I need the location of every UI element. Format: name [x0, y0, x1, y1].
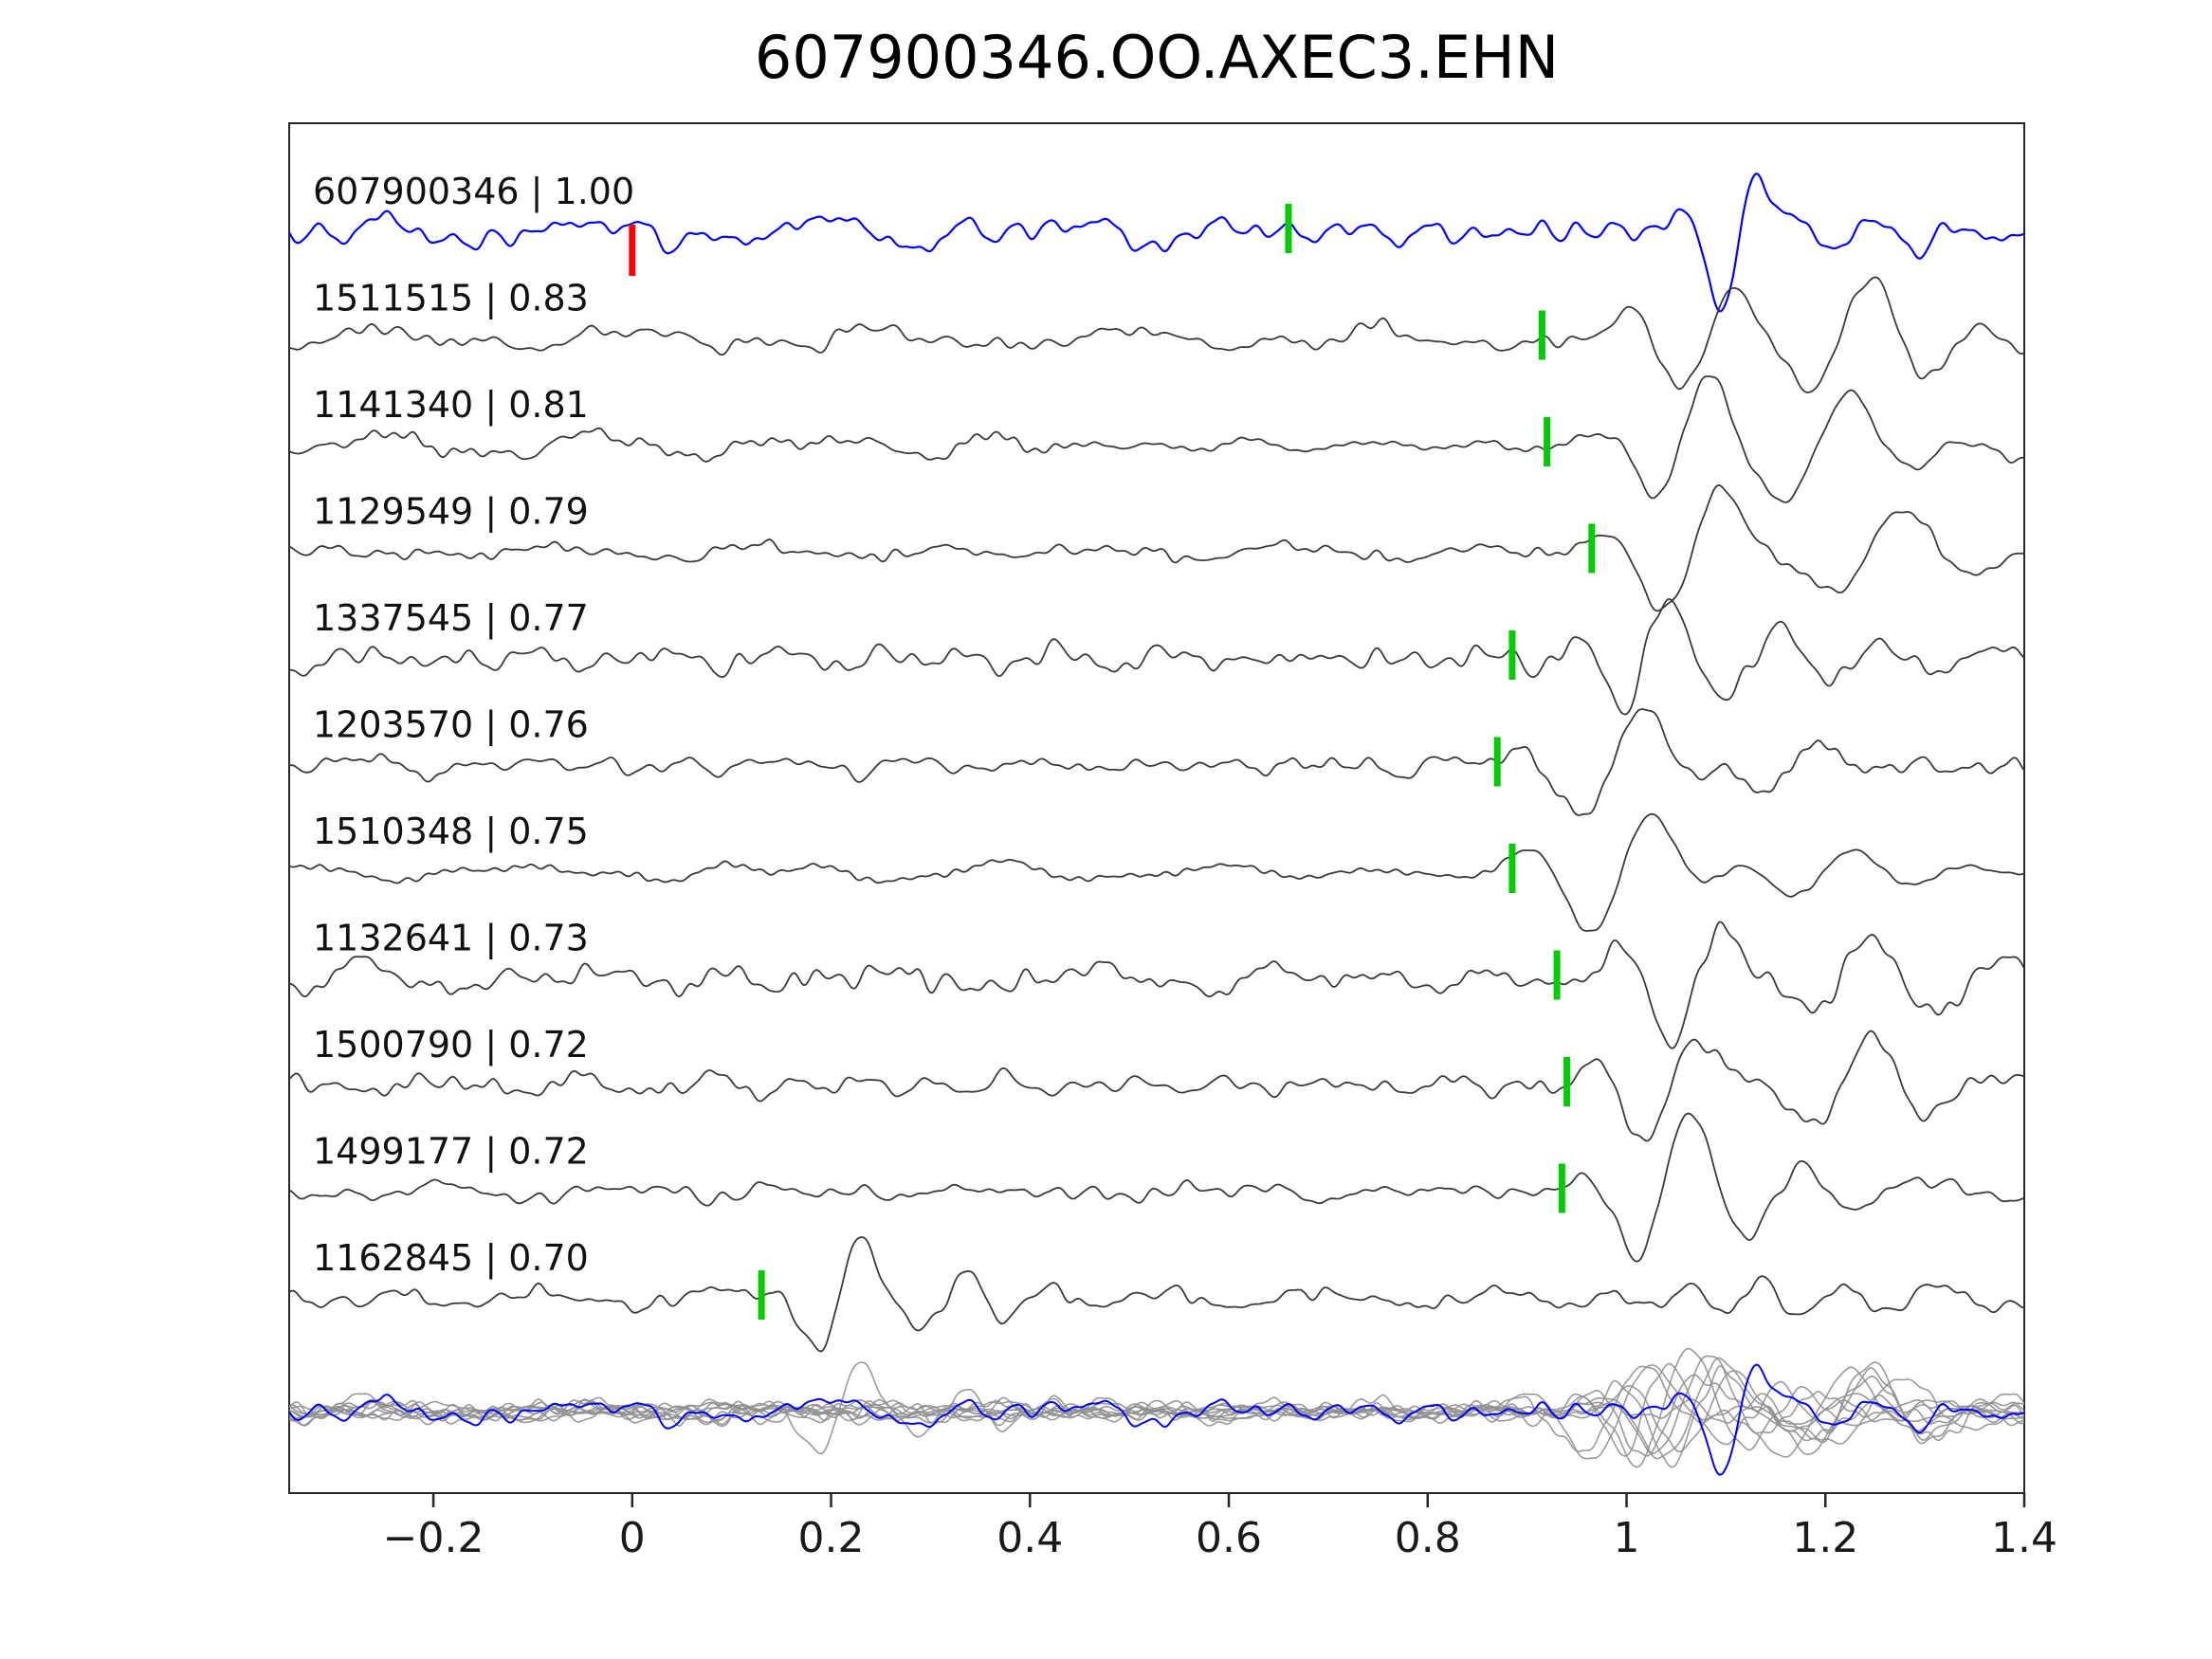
trace-label-1162845: 1162845 | 0.70 [313, 1237, 589, 1280]
trace-row-1500790: 1500790 | 0.72 [289, 1024, 2024, 1142]
waveform-1500790 [289, 1030, 2024, 1142]
pick-marker-1129549 [1588, 523, 1596, 574]
waveform-607900346 [289, 172, 2024, 313]
overlay-waveform-template [289, 1363, 2024, 1476]
pick-marker-1203570 [1493, 737, 1501, 787]
trace-label-1500790: 1500790 | 0.72 [313, 1024, 589, 1066]
pick-marker-607900346 [1285, 204, 1292, 253]
pick-marker-1500790 [1563, 1057, 1571, 1106]
trace-row-1162845: 1162845 | 0.70 [289, 1236, 2024, 1353]
pick-marker-1499177 [1558, 1163, 1565, 1213]
trace-label-1499177: 1499177 | 0.72 [313, 1131, 589, 1174]
x-tick-label: −0.2 [383, 1514, 484, 1562]
pick-marker-1141340 [1544, 417, 1551, 466]
pick-marker-1511515 [1538, 310, 1545, 360]
waveform-1337545 [289, 597, 2024, 716]
x-tick-label: 0.2 [798, 1514, 865, 1562]
template-origin-marker [629, 225, 636, 276]
trace-row-1203570: 1203570 | 0.76 [289, 704, 2024, 816]
x-tick-label: 1 [1614, 1514, 1640, 1562]
trace-row-1129549: 1129549 | 0.79 [289, 483, 2024, 612]
trace-label-1132641: 1132641 | 0.73 [313, 918, 589, 960]
chart-title: 607900346.OO.AXEC3.EHN [755, 23, 1559, 92]
x-tick-label: 0.6 [1196, 1514, 1262, 1562]
waveform-1141340 [289, 375, 2024, 503]
x-tick-label: 0 [619, 1514, 646, 1562]
plot-area: −0.2 0 0.2 0.4 0.6 0.8 1 1.2 1.4 607900346 | 1.00… [288, 122, 2057, 1562]
x-tick-label: 1.2 [1792, 1514, 1858, 1562]
pick-marker-1337545 [1508, 630, 1516, 680]
waveform-1129549 [289, 483, 2024, 612]
pick-marker-1510348 [1508, 844, 1516, 893]
trace-row-1337545: 1337545 | 0.77 [289, 597, 2024, 716]
trace-label-1129549: 1129549 | 0.79 [313, 491, 589, 534]
trace-row-1510348: 1510348 | 0.75 [289, 811, 2024, 932]
overlay-waveform-1500790 [289, 1367, 2024, 1457]
x-tick-label: 1.4 [1991, 1514, 2057, 1562]
trace-row-607900346: 607900346 | 1.00 [289, 171, 2024, 313]
traces-group: 607900346 | 1.00 1511515 | 0.83 1141340 | … [289, 171, 2024, 1476]
plot-box [288, 122, 2025, 1494]
trace-label-1203570: 1203570 | 0.76 [313, 704, 589, 747]
trace-row-1511515: 1511515 | 0.83 [289, 276, 2024, 393]
x-tick-label: 0.8 [1395, 1514, 1461, 1562]
trace-label-1510348: 1510348 | 0.75 [313, 811, 589, 853]
overlay-waveform-1132641 [289, 1365, 2024, 1468]
x-tick-label: 0.4 [996, 1514, 1063, 1562]
trace-label-607900346: 607900346 | 1.00 [313, 171, 634, 213]
waveform-1511515 [289, 276, 2024, 393]
trace-label-1337545: 1337545 | 0.77 [313, 597, 589, 640]
trace-label-1511515: 1511515 | 0.83 [313, 278, 589, 320]
waveform-1499177 [289, 1112, 2024, 1263]
trace-row-1499177: 1499177 | 0.72 [289, 1112, 2024, 1263]
trace-row-1141340: 1141340 | 0.81 [289, 375, 2024, 503]
overlay-waveform-1162845 [289, 1361, 2024, 1455]
waveform-1162845 [289, 1236, 2024, 1353]
waveform-1203570 [289, 708, 2024, 816]
trace-row-1132641: 1132641 | 0.73 [289, 918, 2024, 1049]
waveform-1510348 [289, 812, 2024, 932]
trace-label-1141340: 1141340 | 0.81 [313, 384, 589, 427]
waveform-1132641 [289, 921, 2024, 1049]
pick-marker-1162845 [758, 1270, 765, 1320]
pick-marker-1132641 [1553, 950, 1561, 1000]
overlay-row [289, 1347, 2024, 1476]
